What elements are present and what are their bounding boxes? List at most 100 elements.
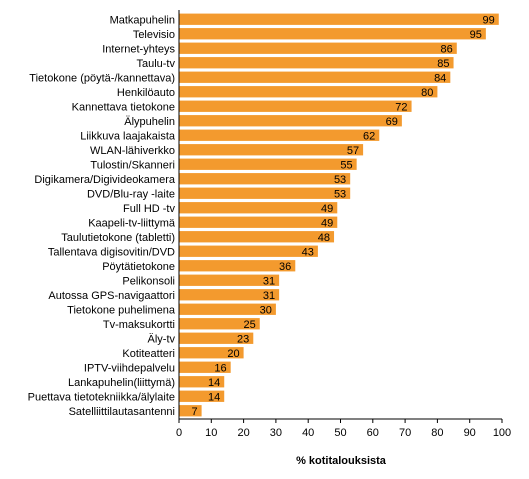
category-label: Kaapeli-tv-liittymä <box>88 217 176 229</box>
value-label: 84 <box>434 72 446 84</box>
value-label: 30 <box>260 304 272 316</box>
bar <box>179 144 364 156</box>
category-label: Tietokone (pöytä-/kannettava) <box>29 72 175 84</box>
category-label: WLAN-lähiverkko <box>90 145 175 157</box>
bar <box>179 405 202 417</box>
bar <box>179 390 225 402</box>
category-label: Full HD -tv <box>123 203 175 215</box>
value-label: 80 <box>421 87 433 99</box>
bar <box>179 274 280 286</box>
value-label: 49 <box>321 217 333 229</box>
category-label: Internet-yhteys <box>102 43 175 55</box>
bar <box>179 260 296 272</box>
category-label: Äly-tv <box>148 333 176 345</box>
value-label: 43 <box>302 246 314 258</box>
x-tick-label: 40 <box>302 427 314 439</box>
bar <box>179 376 225 388</box>
bar <box>179 332 254 344</box>
bar <box>179 71 451 83</box>
category-label: Lankapuhelin(liittymä) <box>68 377 175 389</box>
category-label: Taulutietokone (tabletti) <box>61 232 175 244</box>
x-tick-label: 70 <box>399 427 411 439</box>
value-label: 36 <box>279 261 291 273</box>
bar <box>179 42 457 54</box>
value-label: 86 <box>441 43 453 55</box>
bar <box>179 231 335 243</box>
category-label: Älypuhelin <box>124 116 175 128</box>
bar <box>179 289 280 301</box>
x-tick-label: 20 <box>237 427 249 439</box>
x-tick-label: 80 <box>431 427 443 439</box>
value-label: 53 <box>334 174 346 186</box>
value-label: 48 <box>318 232 330 244</box>
bar <box>179 129 380 141</box>
x-tick-label: 60 <box>367 427 379 439</box>
x-tick-label: 50 <box>334 427 346 439</box>
bar <box>179 216 338 228</box>
category-label: Satelliittilautasantenni <box>69 406 175 418</box>
category-label: Kotiteatteri <box>122 348 175 360</box>
x-axis: 0 10 20 30 40 50 60 70 80 90 100 <box>176 10 511 439</box>
bar <box>179 187 351 199</box>
bar <box>179 158 357 170</box>
category-label: Autossa GPS-navigaattori <box>48 290 175 302</box>
bar <box>179 202 338 214</box>
category-label: IPTV-viihdepalvelu <box>84 362 175 374</box>
value-label: 7 <box>191 406 197 418</box>
value-label: 55 <box>340 159 352 171</box>
x-axis-title: % kotitalouksista <box>296 455 387 467</box>
value-label: 69 <box>386 116 398 128</box>
value-label: 49 <box>321 203 333 215</box>
x-tick-label: 10 <box>205 427 217 439</box>
category-label: Puettava tietotekniikka/älylaite <box>28 391 175 403</box>
bar <box>179 303 276 315</box>
value-label: 20 <box>227 348 239 360</box>
category-label: Tallentava digisovitin/DVD <box>48 246 175 258</box>
bar <box>179 245 318 257</box>
value-label: 95 <box>470 29 482 41</box>
value-label: 14 <box>208 377 220 389</box>
value-label: 31 <box>263 275 275 287</box>
bar <box>179 86 438 98</box>
bar <box>179 28 486 40</box>
category-label: Televisio <box>133 29 175 41</box>
bars-layer <box>179 13 499 417</box>
category-label: DVD/Blu-ray -laite <box>87 188 175 200</box>
bar <box>179 173 351 185</box>
category-label: Tietokone puhelimena <box>67 304 176 316</box>
category-label: Henkilöauto <box>117 87 175 99</box>
bar <box>179 57 454 69</box>
category-label: Digikamera/Digivideokamera <box>34 174 175 186</box>
x-tick-label: 90 <box>464 427 476 439</box>
category-label: Tulostin/Skanneri <box>90 159 175 171</box>
value-label: 25 <box>244 319 256 331</box>
x-tick-label: 100 <box>493 427 511 439</box>
x-tick-label: 30 <box>270 427 282 439</box>
value-label: 16 <box>214 362 226 374</box>
x-tick-label: 0 <box>176 427 182 439</box>
bar <box>179 361 231 373</box>
value-label: 53 <box>334 188 346 200</box>
category-label: Tv-maksukortti <box>103 319 175 331</box>
value-label: 23 <box>237 333 249 345</box>
value-label: 72 <box>395 101 407 113</box>
category-label: Pelikonsoli <box>122 275 175 287</box>
bar <box>179 100 412 112</box>
category-label: Kannettava tietokone <box>72 101 175 113</box>
value-label: 99 <box>483 14 495 26</box>
value-label: 85 <box>437 58 449 70</box>
value-label: 62 <box>363 130 375 142</box>
bar <box>179 115 402 127</box>
value-label: 14 <box>208 391 220 403</box>
bar <box>179 347 244 359</box>
value-label: 57 <box>347 145 359 157</box>
category-label: Taulu-tv <box>136 58 175 70</box>
value-labels: 9995868584807269625755535349494843363131… <box>191 14 494 418</box>
category-label: Liikkuva laajakaista <box>80 130 176 142</box>
category-label: Pöytätietokone <box>102 261 175 273</box>
value-label: 31 <box>263 290 275 302</box>
category-labels: Matkapuhelin Televisio Internet-yhteys Taul… <box>28 14 176 418</box>
bar <box>179 318 260 330</box>
